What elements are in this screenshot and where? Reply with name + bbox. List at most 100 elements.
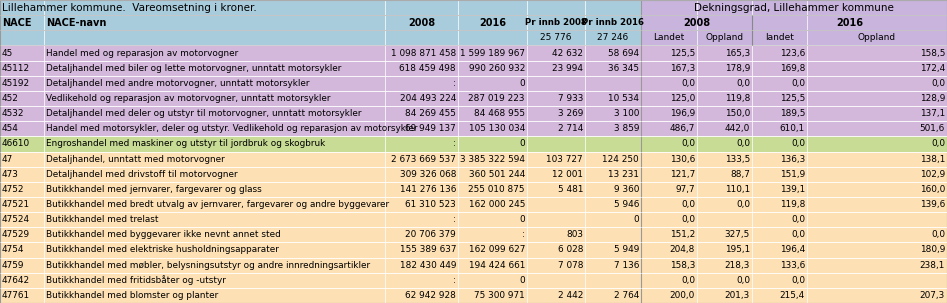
Bar [585, 121, 641, 136]
Bar [0, 288, 44, 303]
Text: NACE: NACE [2, 18, 31, 28]
Bar [44, 167, 385, 182]
Bar [807, 30, 947, 45]
Bar [697, 76, 752, 91]
Bar [44, 227, 385, 242]
Bar [458, 45, 527, 61]
Bar [0, 76, 44, 91]
Bar [807, 121, 947, 136]
Bar [697, 152, 752, 167]
Bar [807, 61, 947, 76]
Text: 4759: 4759 [2, 261, 25, 270]
Text: 13 231: 13 231 [608, 170, 639, 179]
Text: 195,1: 195,1 [724, 245, 750, 255]
Text: 160,0: 160,0 [920, 185, 945, 194]
Text: 125,5: 125,5 [670, 48, 695, 58]
Bar [385, 15, 458, 30]
Text: 172,4: 172,4 [920, 64, 945, 73]
Text: 165,3: 165,3 [724, 48, 750, 58]
Bar [752, 288, 807, 303]
Text: 442,0: 442,0 [724, 124, 750, 133]
Text: 9 360: 9 360 [614, 185, 639, 194]
Text: 0,0: 0,0 [681, 79, 695, 88]
Bar [641, 136, 697, 152]
Bar [458, 106, 527, 121]
Bar [385, 136, 458, 152]
Bar [44, 212, 385, 227]
Text: 158,5: 158,5 [920, 48, 945, 58]
Text: Butikkhandel med trelast: Butikkhandel med trelast [46, 215, 158, 224]
Bar [752, 136, 807, 152]
Text: Detaljhandel med andre motorvogner, unntatt motorsykler: Detaljhandel med andre motorvogner, unnt… [46, 79, 310, 88]
Bar [0, 273, 44, 288]
Text: 1 599 189 967: 1 599 189 967 [460, 48, 525, 58]
Text: 287 019 223: 287 019 223 [469, 94, 525, 103]
Text: 62 942 928: 62 942 928 [405, 291, 456, 300]
Text: Handel med motorsykler, deler og utstyr. Vedlikehold og reparasjon av motorsykle: Handel med motorsykler, deler og utstyr.… [46, 124, 418, 133]
Text: 125,0: 125,0 [670, 94, 695, 103]
Text: 137,1: 137,1 [920, 109, 945, 118]
Text: 255 010 875: 255 010 875 [469, 185, 525, 194]
Bar [385, 242, 458, 258]
Text: Detaljhandel med drivstoff til motorvogner: Detaljhandel med drivstoff til motorvogn… [46, 170, 238, 179]
Text: 2008: 2008 [683, 18, 710, 28]
Bar [641, 106, 697, 121]
Bar [585, 242, 641, 258]
Bar [458, 258, 527, 273]
Bar [0, 61, 44, 76]
Text: 102,9: 102,9 [920, 170, 945, 179]
Text: 61 310 523: 61 310 523 [405, 200, 456, 209]
Text: 47529: 47529 [2, 230, 30, 239]
Text: 5 481: 5 481 [558, 185, 583, 194]
Text: 0,0: 0,0 [681, 139, 695, 148]
Text: 200,0: 200,0 [670, 291, 695, 300]
Text: 990 260 932: 990 260 932 [469, 64, 525, 73]
Bar [385, 106, 458, 121]
Text: 12 001: 12 001 [552, 170, 583, 179]
Text: 27 246: 27 246 [598, 33, 629, 42]
Bar [641, 152, 697, 167]
Bar [585, 258, 641, 273]
Text: 178,9: 178,9 [724, 64, 750, 73]
Text: 803: 803 [566, 230, 583, 239]
Text: 110,1: 110,1 [724, 185, 750, 194]
Bar [527, 273, 585, 288]
Bar [807, 91, 947, 106]
Text: 0,0: 0,0 [791, 215, 805, 224]
Bar [697, 91, 752, 106]
Text: 6 028: 6 028 [558, 245, 583, 255]
Text: 150,0: 150,0 [724, 109, 750, 118]
Text: Pr innb 2008: Pr innb 2008 [525, 18, 587, 27]
Bar [752, 242, 807, 258]
Text: 123,6: 123,6 [779, 48, 805, 58]
Bar [697, 227, 752, 242]
Text: 7 933: 7 933 [558, 94, 583, 103]
Bar [697, 106, 752, 121]
Text: 0,0: 0,0 [681, 200, 695, 209]
Bar [697, 45, 752, 61]
Text: 105 130 034: 105 130 034 [469, 124, 525, 133]
Bar [697, 242, 752, 258]
Text: 2 673 669 537: 2 673 669 537 [391, 155, 456, 164]
Bar [44, 15, 385, 30]
Bar [527, 45, 585, 61]
Bar [527, 136, 585, 152]
Bar [752, 182, 807, 197]
Bar [807, 152, 947, 167]
Bar [458, 121, 527, 136]
Bar [641, 182, 697, 197]
Bar [752, 227, 807, 242]
Bar [385, 167, 458, 182]
Bar [44, 288, 385, 303]
Text: 486,7: 486,7 [670, 124, 695, 133]
Text: Pr innb 2016: Pr innb 2016 [582, 18, 644, 27]
Bar [44, 182, 385, 197]
Text: 3 100: 3 100 [614, 109, 639, 118]
Bar [641, 76, 697, 91]
Text: 0,0: 0,0 [931, 230, 945, 239]
Bar [385, 30, 458, 45]
Text: 360 501 244: 360 501 244 [469, 170, 525, 179]
Bar [697, 61, 752, 76]
Text: landet: landet [765, 33, 794, 42]
Bar [697, 121, 752, 136]
